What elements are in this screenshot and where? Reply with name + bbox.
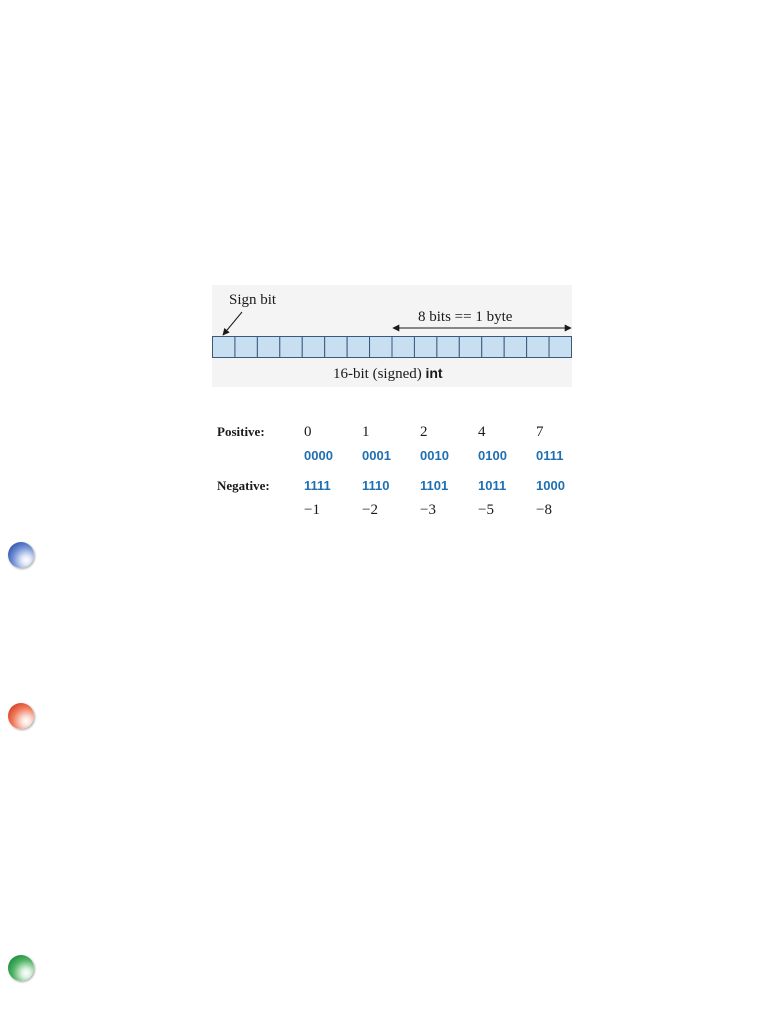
red-bullet-icon bbox=[8, 703, 34, 729]
negative-decimal-cell: −1 bbox=[304, 502, 320, 518]
int-keyword: int bbox=[425, 365, 443, 381]
negative-decimal-cell: −5 bbox=[478, 502, 494, 518]
negative-label: Negative: bbox=[217, 478, 270, 493]
bit-cell bbox=[413, 336, 438, 358]
negative-decimal-cell: −8 bbox=[536, 502, 552, 518]
negative-binary-cell: 1000 bbox=[536, 478, 565, 493]
bit-cell bbox=[526, 336, 550, 358]
bit-cell bbox=[548, 336, 572, 358]
positive-binary-cell: 0001 bbox=[362, 448, 391, 463]
bit-cell bbox=[212, 336, 236, 358]
bit-cell bbox=[436, 336, 460, 358]
positive-binary-cell: 0010 bbox=[420, 448, 449, 463]
positive-binary-cell: 0000 bbox=[304, 448, 333, 463]
bit-layout-graphic bbox=[212, 311, 572, 358]
int-type-label: 16-bit (signed) int bbox=[333, 365, 443, 383]
negative-binary-cell: 1111 bbox=[304, 478, 331, 493]
positive-decimal-cell: 4 bbox=[478, 424, 486, 440]
positive-binary-cell: 0111 bbox=[536, 448, 564, 463]
negative-decimal-cell: −2 bbox=[362, 502, 378, 518]
sign-bit-arrow bbox=[222, 311, 243, 336]
bit-cell bbox=[503, 336, 528, 358]
bit-cell bbox=[458, 336, 483, 358]
negative-decimal-row: −1 −2 −3 −5 −8 bbox=[212, 502, 582, 522]
positive-decimal-cell: 2 bbox=[420, 424, 428, 440]
negative-binary-cell: 1011 bbox=[478, 478, 507, 493]
bit-cell bbox=[301, 336, 326, 358]
green-bullet-icon bbox=[8, 955, 34, 981]
sign-bit-label: Sign bit bbox=[229, 292, 277, 308]
bit-cell bbox=[481, 336, 505, 358]
bit-cell bbox=[324, 336, 348, 358]
bit-cell bbox=[256, 336, 281, 358]
bit-cell bbox=[346, 336, 371, 358]
byte-label: 8 bits == 1 byte bbox=[418, 309, 513, 325]
negative-binary-cell: 1110 bbox=[362, 478, 390, 493]
int-label-prefix: 16-bit (signed) bbox=[333, 366, 426, 382]
bit-cells bbox=[212, 336, 572, 358]
bit-cell bbox=[234, 336, 258, 358]
positive-decimal-row: Positive: 0 1 2 4 7 bbox=[212, 424, 582, 444]
bit-layout-diagram: Sign bit 8 bits == 1 byte 16-bit (signed… bbox=[212, 285, 572, 387]
blue-bullet-icon bbox=[8, 542, 34, 568]
twos-complement-table: Positive: 0 1 2 4 7 0000 0001 0010 0100 … bbox=[212, 420, 582, 524]
bit-cell bbox=[391, 336, 415, 358]
bit-cell bbox=[279, 336, 303, 358]
positive-decimal-cell: 0 bbox=[304, 424, 312, 440]
positive-binary-row: 0000 0001 0010 0100 0111 bbox=[212, 448, 582, 468]
bit-cell bbox=[369, 336, 393, 358]
positive-decimal-cell: 7 bbox=[536, 424, 544, 440]
negative-binary-row: Negative: 1111 1110 1101 1011 1000 bbox=[212, 478, 582, 498]
negative-decimal-cell: −3 bbox=[420, 502, 436, 518]
negative-binary-cell: 1101 bbox=[420, 478, 449, 493]
positive-label: Positive: bbox=[217, 424, 265, 439]
positive-binary-cell: 0100 bbox=[478, 448, 507, 463]
positive-decimal-cell: 1 bbox=[362, 424, 370, 440]
